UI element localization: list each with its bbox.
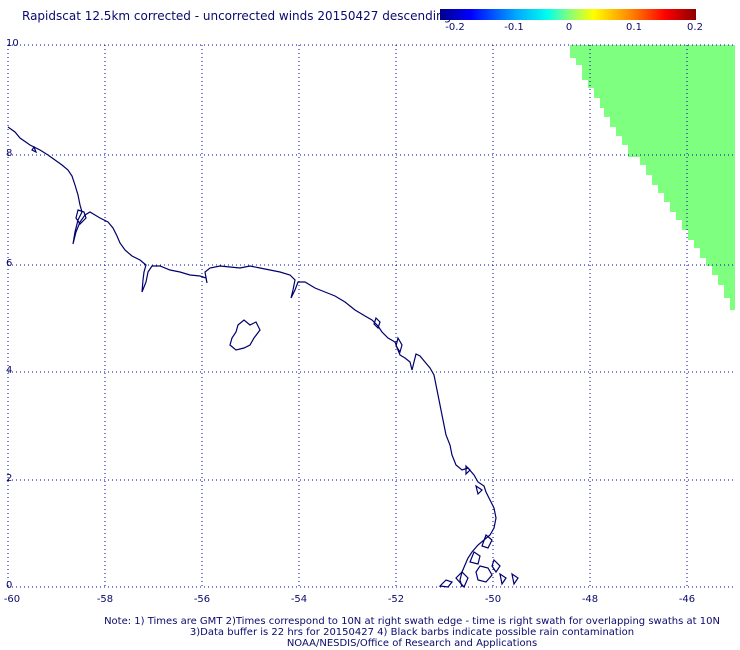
colorbar-tick-label: -0.2	[445, 22, 465, 33]
note-line-1: Note: 1) Times are GMT 2)Times correspon…	[104, 616, 720, 627]
colorbar	[440, 9, 696, 20]
lon-label: -54	[290, 594, 308, 605]
lat-label: 0	[6, 580, 13, 591]
lon-label: -50	[484, 594, 502, 605]
colorbar-tick-label: 0.2	[687, 22, 703, 33]
map-title: Rapidscat 12.5km corrected - uncorrected…	[22, 9, 452, 23]
lat-label: 4	[6, 365, 13, 376]
colorbar-tick-label: 0	[565, 22, 573, 33]
lon-label: -56	[193, 594, 211, 605]
lat-label: 10	[6, 38, 19, 49]
lon-label: -60	[3, 594, 21, 605]
lon-label: -46	[678, 594, 696, 605]
colorbar-gradient	[440, 9, 696, 20]
lon-label: -48	[581, 594, 599, 605]
lon-label: -52	[387, 594, 405, 605]
coastline	[7, 126, 519, 589]
lon-label: -58	[96, 594, 114, 605]
colorbar-tick-label: -0.1	[504, 22, 524, 33]
lat-label: 6	[6, 258, 13, 269]
credit-line: NOAA/NESDIS/Office of Research and Appli…	[286, 638, 538, 649]
note-line-2: 3)Data buffer is 22 hrs for 20150427 4) …	[189, 627, 635, 638]
lat-label: 8	[6, 148, 13, 159]
swath-region	[570, 45, 735, 310]
lat-label: 2	[6, 473, 13, 484]
colorbar-tick-label: 0.1	[626, 22, 642, 33]
